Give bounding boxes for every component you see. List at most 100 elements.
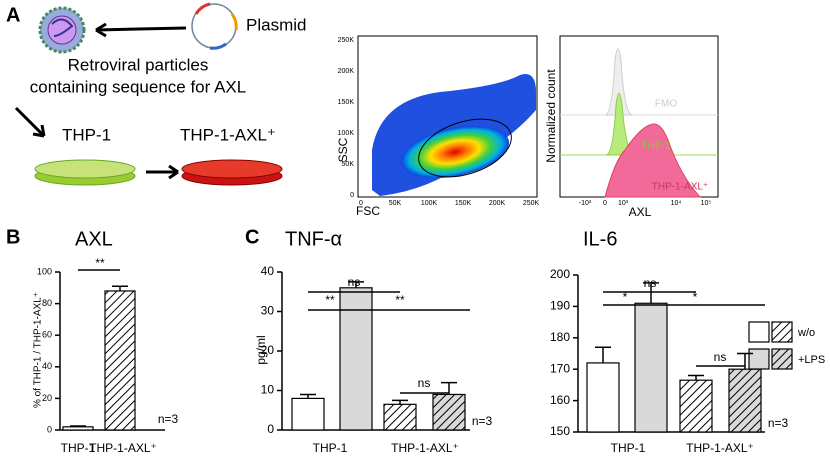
annotation: n=3 (768, 416, 789, 430)
y-tick-label: 160 (550, 393, 570, 407)
x-tick-label: 100K (421, 200, 438, 207)
x-tick-label: 0 (359, 200, 363, 207)
x-tick-label: 0 (603, 200, 607, 207)
error-bar (300, 393, 316, 399)
y-tick-label: 100 (37, 266, 52, 276)
annotation: ** (95, 256, 105, 270)
y-axis-label: SSC (336, 137, 350, 162)
bar (291, 397, 325, 431)
dish-red (181, 159, 283, 186)
arrow (146, 164, 179, 180)
y-tick-label: 30 (261, 304, 275, 318)
y-tick-label: 50K (342, 161, 355, 168)
x-tick-label: 250K (523, 200, 540, 207)
cell-label: THP-1 (62, 125, 111, 144)
panel-letter: A (6, 4, 20, 26)
virus-label: containing sequence for AXL (30, 77, 246, 96)
cell-label: THP-1-AXL⁺ (180, 125, 276, 144)
y-tick-label: 180 (550, 330, 570, 344)
error-bar (70, 425, 86, 427)
x-tick-label: THP-1 (313, 441, 348, 455)
annotation: ns (348, 275, 361, 289)
x-axis-label: AXL (629, 205, 652, 219)
x-tick-label: THP-1 (611, 441, 646, 455)
x-tick-label: 10⁴ (671, 200, 682, 207)
legend-swatch (748, 321, 770, 343)
arrow (14, 106, 46, 138)
panel-letter: C (245, 226, 259, 248)
arrow (95, 22, 187, 38)
error-bar (688, 374, 704, 381)
annotation: * (693, 290, 698, 304)
hist-label: THP-1 (642, 141, 671, 152)
y-tick-label: 0 (350, 192, 354, 199)
y-axis-label: % of THP-1 / THP-1-AXL⁺ (33, 292, 44, 408)
x-tick-label: 10³ (618, 200, 629, 207)
panel-letter: B (6, 226, 20, 248)
bar (728, 368, 762, 433)
y-tick-label: 20 (261, 343, 275, 357)
virus-label: Retroviral particles (68, 55, 209, 74)
y-tick-label: 200K (338, 68, 355, 75)
x-axis-label: FSC (356, 204, 380, 218)
virus-icon (38, 6, 86, 54)
y-tick-label: 0 (267, 422, 274, 436)
bar (339, 287, 373, 431)
y-tick-label: 100K (338, 130, 355, 137)
error-bar (112, 285, 128, 291)
y-tick-label: 60 (42, 330, 52, 340)
y-tick-label: 0 (47, 424, 52, 434)
bar (586, 362, 620, 433)
y-tick-label: 150 (550, 424, 570, 438)
annotation: * (623, 290, 628, 304)
flow-plot (357, 35, 538, 198)
histogram-plot (559, 35, 719, 198)
y-tick-label: 200 (550, 267, 570, 281)
annotation: ** (325, 293, 335, 307)
bar (104, 290, 136, 431)
y-tick-label: 250K (338, 37, 355, 44)
x-tick-label: 150K (455, 200, 472, 207)
annotation: ns (644, 276, 657, 290)
annotation: ns (714, 350, 727, 364)
annotation: n=3 (472, 414, 493, 428)
y-tick-label: 40 (261, 264, 275, 278)
y-tick-label: 170 (550, 361, 570, 375)
annotation: ns (418, 376, 431, 390)
x-tick-label: 10⁵ (701, 200, 712, 207)
error-bar (643, 282, 659, 304)
y-axis-label: Normalized count (544, 69, 558, 163)
y-tick-label: 80 (42, 298, 52, 308)
x-tick-label: THP-1-AXL⁺ (89, 441, 157, 455)
bar (383, 403, 417, 431)
error-bar (348, 281, 364, 288)
legend-swatch (748, 348, 770, 370)
plasmid-label: Plasmid (246, 15, 306, 34)
y-axis-label: pg/ml (254, 335, 268, 364)
legend-swatch (771, 321, 793, 343)
hist-label: FMO (655, 99, 677, 110)
y-tick-label: 40 (42, 361, 52, 371)
legend-label: +LPS (798, 354, 825, 366)
annotation: n=3 (158, 412, 179, 426)
x-tick-label: THP-1-AXL⁺ (391, 441, 459, 455)
annotation: ** (395, 293, 405, 307)
hist-label: THP-1-AXL⁺ (652, 182, 708, 193)
error-bar (595, 346, 611, 363)
x-tick-label: THP-1 (61, 441, 96, 455)
y-tick-label: 10 (261, 383, 275, 397)
chart-title: IL-6 (583, 228, 617, 250)
x-tick-label: 50K (389, 200, 402, 207)
y-tick-label: 20 (42, 393, 52, 403)
chart-title: AXL (75, 228, 113, 250)
legend-label: w/o (797, 327, 815, 339)
x-tick-label: THP-1-AXL⁺ (686, 441, 754, 455)
bar (679, 379, 713, 433)
dish-green (34, 159, 136, 186)
legend: w/o +LPS (748, 321, 825, 370)
chart-title: TNF-α (285, 228, 342, 250)
y-tick-label: 150K (338, 99, 355, 106)
bar (62, 426, 94, 431)
y-tick-label: 190 (550, 299, 570, 313)
